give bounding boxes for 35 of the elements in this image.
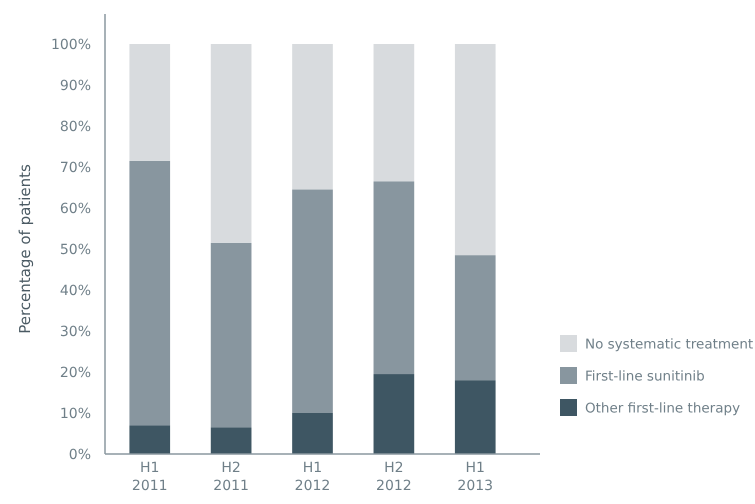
bar xyxy=(292,44,333,190)
bar xyxy=(454,44,496,256)
y-tick-label: 10% xyxy=(60,406,91,422)
bar xyxy=(374,374,414,454)
y-tick-label: 30% xyxy=(60,324,91,340)
y-tick-label: 0% xyxy=(68,446,91,463)
y-tick-label: 100% xyxy=(50,36,91,53)
y-tick-label: 60% xyxy=(60,200,91,217)
y-tick-label: 50% xyxy=(60,242,91,258)
x-tick-label: H1 2012 xyxy=(294,460,330,494)
x-tick-label: H1 2013 xyxy=(457,460,494,494)
x-tick-label: H1 2011 xyxy=(132,460,168,494)
bar xyxy=(292,190,333,413)
x-tick-label: H2 2012 xyxy=(376,460,412,494)
legend-label: Other first-line therapy xyxy=(585,400,740,417)
x-tick-label: H2 2011 xyxy=(213,460,249,494)
y-tick-label: 70% xyxy=(60,160,91,176)
bar xyxy=(210,242,252,428)
legend-label: No systematic treatment xyxy=(585,336,754,353)
y-tick-label: 20% xyxy=(60,364,91,381)
bar xyxy=(454,255,496,380)
bar xyxy=(129,160,170,426)
bar xyxy=(374,44,414,182)
legend-label: First-line sunitinib xyxy=(585,368,705,385)
y-tick-label: 80% xyxy=(60,118,91,135)
bar xyxy=(292,413,333,454)
y-tick-label: 40% xyxy=(60,282,91,299)
bar xyxy=(210,427,252,454)
bar xyxy=(129,425,170,454)
y-tick-label: 90% xyxy=(60,78,91,94)
bar xyxy=(454,380,496,454)
bar xyxy=(129,44,170,161)
y-axis-title: Percentage of patients xyxy=(16,164,34,334)
bar xyxy=(374,181,414,374)
bar xyxy=(210,44,252,243)
